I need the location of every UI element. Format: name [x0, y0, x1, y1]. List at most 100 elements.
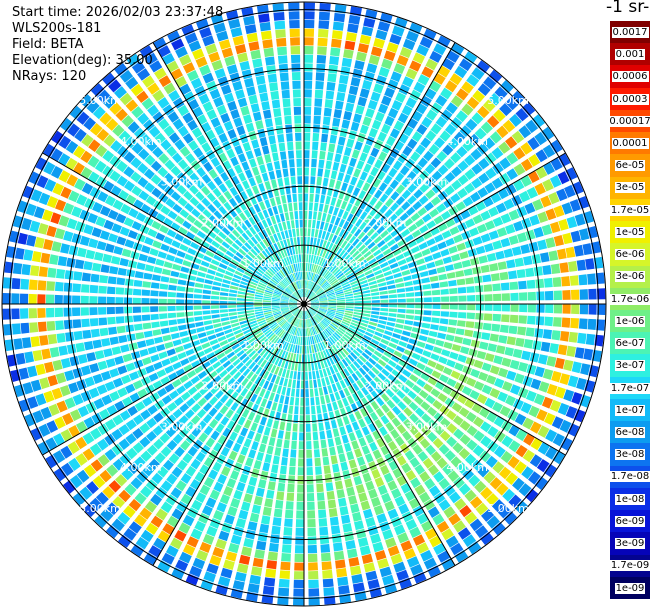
range-gate-cell: [236, 298, 246, 301]
range-gate-cell: [380, 393, 390, 403]
range-gate-cell: [284, 212, 290, 221]
range-gate-cell: [338, 360, 346, 370]
range-gate-cell: [348, 85, 359, 96]
range-gate-cell: [444, 172, 456, 183]
range-gate-cell: [306, 319, 309, 328]
range-gate-cell: [234, 164, 243, 174]
range-gate-cell: [362, 472, 372, 483]
range-gate-cell: [412, 368, 423, 377]
range-gate-cell: [509, 314, 519, 324]
range-gate-cell: [390, 71, 402, 83]
colorbar-tick-label: 1.7e-05: [609, 204, 650, 216]
range-gate-cell: [90, 123, 103, 136]
range-gate-cell: [33, 206, 45, 219]
range-gate-cell: [145, 338, 155, 347]
range-gate-cell: [157, 251, 167, 259]
range-gate-cell: [328, 307, 337, 311]
range-gate-cell: [374, 211, 383, 221]
range-gate-cell: [360, 319, 369, 324]
range-gate-cell: [76, 421, 88, 433]
range-gate-cell: [295, 536, 304, 545]
range-gate-cell: [351, 467, 360, 478]
range-gate-cell: [499, 324, 509, 333]
range-gate-cell: [231, 343, 240, 350]
range-gate-cell: [268, 437, 276, 447]
range-gate-cell: [245, 122, 255, 133]
range-gate-cell: [219, 296, 228, 300]
range-gate-cell: [87, 213, 98, 224]
range-gate-cell: [152, 380, 163, 390]
range-gate-cell: [137, 340, 147, 349]
range-gate-cell: [283, 248, 288, 257]
range-gate-cell: [438, 325, 448, 332]
range-gate-cell: [356, 256, 365, 264]
range-gate-cell: [334, 550, 345, 561]
range-gate-cell: [441, 349, 451, 357]
range-gate-cell: [248, 283, 257, 289]
range-gate-cell: [123, 217, 135, 227]
range-gate-cell: [352, 511, 362, 522]
range-gate-cell: [55, 281, 64, 292]
range-gate-cell: [279, 213, 285, 222]
range-gate-cell: [537, 442, 550, 455]
range-gate-cell: [307, 319, 311, 328]
range-gate-cell: [58, 135, 72, 149]
range-gate-cell: [267, 551, 278, 561]
range-gate-cell: [450, 152, 462, 164]
range-gate-cell: [254, 233, 262, 243]
range-gate-cell: [309, 295, 317, 301]
range-gate-cell: [74, 128, 87, 142]
range-gate-cell: [246, 371, 254, 380]
range-gate-cell: [205, 366, 215, 375]
range-gate-cell: [131, 185, 143, 197]
range-gate-cell: [320, 194, 326, 204]
range-gate-cell: [267, 343, 275, 352]
range-gate-cell: [356, 273, 365, 280]
range-gate-cell: [500, 282, 510, 291]
range-gate-cell: [310, 300, 319, 303]
range-gate-cell: [184, 299, 193, 304]
range-gate-cell: [278, 474, 286, 483]
range-gate-cell: [297, 280, 301, 289]
range-gate-cell: [566, 345, 576, 357]
range-gate-cell: [552, 277, 562, 287]
range-gate-cell: [219, 300, 228, 304]
range-gate-cell: [328, 298, 337, 302]
range-gate-cell: [292, 353, 297, 362]
range-gate-cell: [517, 326, 527, 336]
range-gate-cell: [67, 123, 80, 137]
range-gate-cell: [308, 371, 312, 380]
range-gate-cell: [492, 461, 505, 474]
range-gate-cell: [270, 179, 278, 189]
range-gate-cell: [480, 233, 491, 243]
range-gate-cell: [366, 174, 375, 185]
range-gate-cell: [395, 184, 406, 195]
range-gate-cell: [436, 266, 446, 274]
range-gate-cell: [224, 179, 234, 189]
range-gate-cell: [431, 170, 443, 182]
range-gate-cell: [420, 328, 430, 336]
range-gate-cell: [186, 70, 199, 82]
range-gate-cell: [266, 489, 275, 499]
range-gate-cell: [137, 162, 149, 174]
range-gate-cell: [291, 72, 301, 81]
range-gate-cell: [266, 400, 273, 410]
range-gate-cell: [266, 418, 273, 428]
range-gate-cell: [273, 326, 281, 334]
range-gate-cell: [306, 441, 312, 450]
range-gate-cell: [328, 276, 336, 283]
range-gate-cell: [552, 450, 565, 465]
range-gate-cell: [369, 284, 378, 289]
range-gate-cell: [277, 46, 287, 56]
range-gate-cell: [272, 455, 280, 465]
range-gate-cell: [462, 196, 474, 207]
range-gate-cell: [394, 524, 406, 536]
range-gate-cell: [296, 336, 299, 345]
range-gate-cell: [235, 362, 244, 370]
range-gate-cell: [579, 228, 590, 241]
range-gate-cell: [471, 67, 485, 80]
range-gate-cell: [229, 339, 238, 347]
range-gate-cell: [279, 377, 285, 386]
range-gate-cell: [441, 230, 452, 239]
range-gate-cell: [182, 112, 194, 124]
